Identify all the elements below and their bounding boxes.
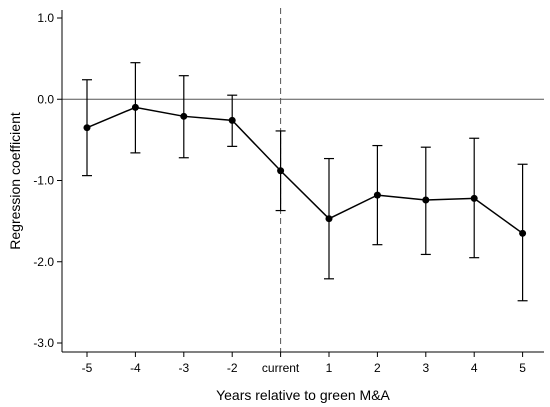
data-point	[180, 112, 188, 120]
x-tick-label: 3	[422, 361, 429, 375]
y-axis-label: Regression coefficient	[7, 112, 23, 250]
series-line	[86, 106, 524, 234]
y-tick-label: -3.0	[33, 336, 54, 350]
x-tick-label: 4	[471, 361, 478, 375]
x-tick-label: -5	[82, 361, 93, 375]
y-tick-label: 0.0	[37, 92, 54, 106]
x-tick-label: -3	[178, 361, 189, 375]
ticks: 1.0 0.0 -1.0 -2.0 -3.0 -5 -4 -3 -2 current 1 2 3 4 5	[33, 11, 526, 375]
data-point	[277, 167, 285, 175]
x-tick-label: 2	[374, 361, 381, 375]
reference-lines	[62, 8, 544, 352]
series	[82, 62, 528, 302]
x-tick-label: current	[262, 361, 300, 375]
data-point	[422, 196, 430, 204]
data-point	[373, 191, 381, 199]
x-tick-label: -2	[227, 361, 238, 375]
data-point	[131, 103, 139, 111]
x-tick-label: 1	[326, 361, 333, 375]
y-tick-label: -2.0	[33, 255, 54, 269]
data-point	[228, 116, 236, 124]
data-point	[325, 215, 333, 223]
x-tick-label: -4	[130, 361, 141, 375]
data-point	[519, 229, 527, 237]
data-point	[470, 194, 478, 202]
x-tick-label: 5	[519, 361, 526, 375]
axes	[61, 10, 544, 353]
data-point	[83, 124, 91, 132]
x-axis-label: Years relative to green M&A	[216, 387, 390, 403]
y-tick-label: -1.0	[33, 174, 54, 188]
y-tick-label: 1.0	[37, 11, 54, 25]
